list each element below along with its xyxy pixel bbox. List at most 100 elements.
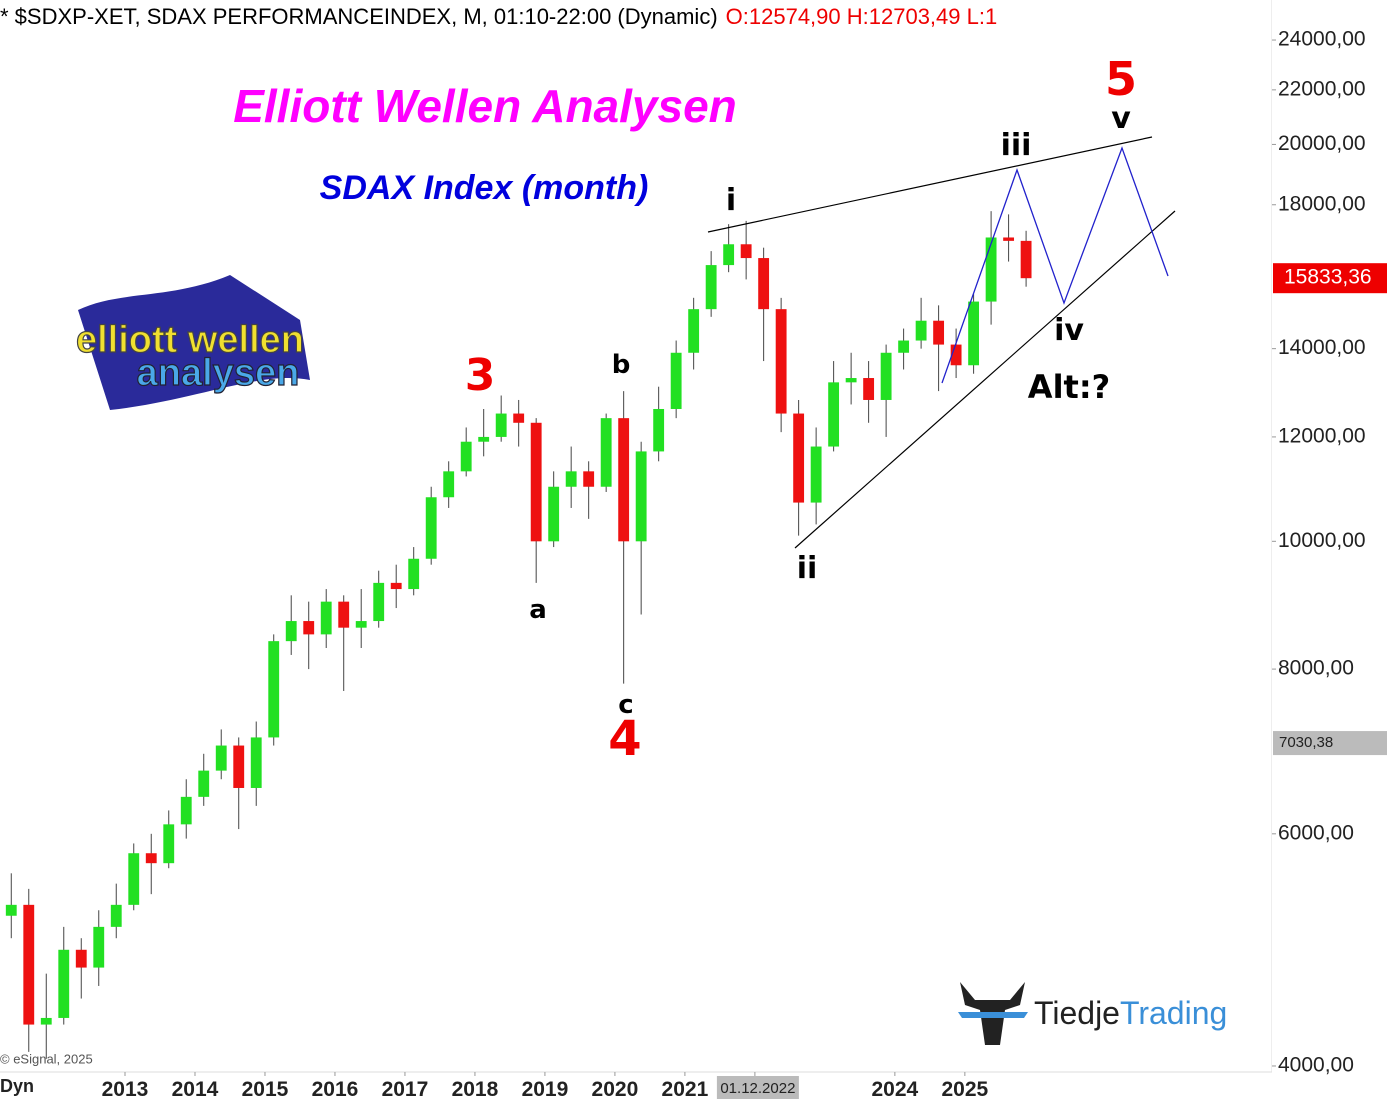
candle-body — [355, 621, 367, 628]
candle-body — [320, 601, 332, 635]
trend-line — [707, 136, 1153, 233]
x-tick-label: 2025 — [941, 1078, 988, 1099]
header-title: * $SDXP-XET, SDAX PERFORMANCEINDEX, M, 0… — [0, 4, 718, 29]
chart-title: Elliott Wellen Analysen — [233, 80, 737, 132]
x-tick-label: 2017 — [382, 1078, 429, 1099]
candle-body — [338, 601, 350, 628]
axis-panel — [1272, 0, 1387, 1099]
wave-label: ii — [797, 551, 818, 586]
y-tick-label: 10000,00 — [1278, 529, 1366, 552]
candle-body — [530, 422, 542, 542]
candle-body — [443, 471, 455, 498]
candle-body — [548, 486, 560, 542]
candle-body — [968, 301, 980, 366]
y-tick-label: 24000,00 — [1278, 28, 1366, 51]
header: * $SDXP-XET, SDAX PERFORMANCEINDEX, M, 0… — [0, 4, 997, 29]
candle-body — [5, 904, 17, 916]
wave-label: 3 — [465, 350, 496, 401]
logo-flag — [78, 275, 310, 410]
last-price-box — [1273, 263, 1387, 294]
wave-label: a — [529, 595, 547, 625]
cursor-price-label: 7030,38 — [1279, 734, 1333, 751]
wave-label: v — [1111, 101, 1131, 136]
x-tick-label: 2021 — [662, 1078, 709, 1099]
candle-body — [845, 378, 857, 383]
logo-text: Trading — [1120, 995, 1227, 1031]
header-ohlc: O:12574,90 H:12703,49 L:1 — [726, 4, 998, 29]
y-tick-label: 20000,00 — [1278, 132, 1366, 155]
x-tick-label: 2020 — [592, 1078, 639, 1099]
cursor-date: 01.12.2022 — [720, 1080, 795, 1097]
logo-text: TiedjeTrading — [1034, 995, 1227, 1031]
candle-body — [618, 418, 630, 542]
wave-label: Alt:? — [1028, 368, 1110, 406]
copyright: © eSignal, 2025 — [0, 1051, 93, 1066]
wave-label: i — [726, 183, 736, 218]
candle-body — [495, 413, 507, 437]
candle-body — [478, 436, 490, 442]
candle-body — [390, 582, 402, 590]
candle-body — [775, 309, 787, 414]
wave-label: b — [612, 350, 631, 380]
x-tick-label: 2015 — [242, 1078, 289, 1099]
y-tick-label: 18000,00 — [1278, 192, 1366, 215]
candle-body — [565, 471, 577, 487]
candle-body — [198, 770, 210, 797]
candle-body — [180, 796, 192, 825]
candle-body — [863, 378, 875, 400]
candle-body — [688, 309, 700, 353]
y-tick-label: 8000,00 — [1278, 657, 1354, 680]
candle-body — [268, 641, 280, 738]
y-tick-label: 14000,00 — [1278, 336, 1366, 359]
candle-body — [985, 237, 997, 302]
logo-text: analysen — [137, 352, 300, 394]
candle-body — [915, 320, 927, 341]
x-tick-label: 2018 — [452, 1078, 499, 1099]
candle-body — [653, 408, 665, 452]
candle-body — [163, 824, 175, 864]
candle-body — [145, 853, 157, 864]
candle-body — [425, 497, 437, 559]
wave-label: iv — [1054, 313, 1084, 348]
candle-body — [758, 258, 770, 310]
candle-body — [740, 244, 752, 259]
candle-body — [1020, 240, 1032, 279]
x-tick-label: 2016 — [312, 1078, 359, 1099]
candle-body — [1003, 237, 1015, 241]
candle-body — [408, 558, 420, 590]
axes: 4000,00 6000,00 8000,00 10000,00 12000,00 140… — [102, 28, 1387, 1099]
mode-label: Dyn — [0, 1076, 34, 1096]
cursor-price-box — [1273, 731, 1387, 756]
candle-body — [233, 745, 245, 788]
tiedje-logo: TiedjeTrading — [958, 982, 1227, 1045]
candle-body — [250, 737, 262, 788]
candle-body — [110, 904, 122, 927]
x-tick-label: 2014 — [172, 1078, 219, 1099]
logo-bull — [958, 1012, 1028, 1018]
y-tick-label: 4000,00 — [1278, 1054, 1354, 1077]
logo-text: elliott wellen — [76, 319, 304, 361]
candle-body — [58, 949, 70, 1018]
candle-body — [723, 244, 735, 266]
candle-body — [828, 382, 840, 447]
candle-body — [373, 582, 385, 622]
chart-subtitle: SDAX Index (month) — [320, 169, 649, 207]
y-tick-label: 22000,00 — [1278, 77, 1366, 100]
candle-body — [670, 352, 682, 409]
wave-label: iii — [1001, 128, 1032, 163]
projection-line — [941, 146, 1169, 384]
wave-label: c — [618, 690, 633, 720]
candle-body — [810, 446, 822, 503]
x-tick-label: 2024 — [872, 1078, 919, 1099]
cursor-date-box — [716, 1076, 799, 1099]
x-tick-label: 2019 — [522, 1078, 569, 1099]
trend-line — [794, 210, 1176, 549]
y-tick-label: 6000,00 — [1278, 821, 1354, 844]
candle-body — [898, 340, 910, 353]
wave-label: 5 — [1105, 52, 1137, 106]
candle-body — [128, 853, 140, 905]
candle-body — [880, 352, 892, 400]
candle-body — [303, 621, 315, 635]
